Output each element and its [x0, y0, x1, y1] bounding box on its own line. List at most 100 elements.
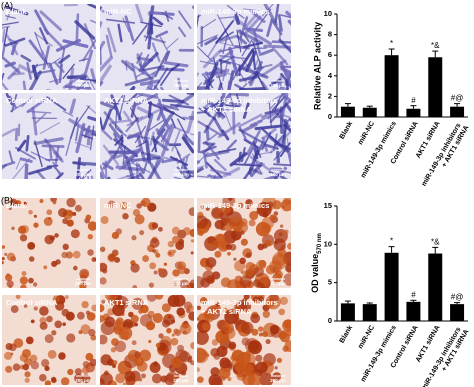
stained-cell	[218, 16, 236, 20]
y-tick-label: 0	[328, 316, 332, 325]
mineral-nodule	[205, 206, 210, 211]
mineral-nodule	[136, 203, 142, 209]
stained-cell	[151, 42, 161, 63]
bar	[428, 57, 443, 117]
stained-cell	[276, 173, 289, 179]
mineral-nodule	[131, 235, 137, 241]
mineral-nodule	[153, 361, 158, 366]
stained-cell	[75, 13, 80, 43]
mineral-nodule	[54, 233, 59, 238]
micrograph: miR-NC 200 μm	[100, 198, 194, 288]
stained-cell	[245, 50, 257, 73]
mineral-nodule	[247, 373, 262, 385]
y-tick-label: 8	[328, 30, 332, 39]
mineral-nodule	[163, 262, 168, 266]
mineral-nodule	[250, 313, 261, 324]
stained-cell	[239, 83, 248, 90]
stained-cell	[68, 118, 87, 132]
stained-cell	[210, 168, 232, 176]
stained-cell	[284, 102, 291, 114]
x-tick-label: Blank	[339, 324, 355, 344]
stained-cell	[249, 9, 266, 24]
stained-cell	[118, 94, 126, 121]
stained-cell	[139, 54, 150, 73]
stained-cell	[34, 140, 43, 168]
stained-cell	[8, 95, 17, 109]
mineral-nodule	[222, 322, 234, 334]
mineral-nodule	[269, 295, 279, 303]
stained-cell	[79, 77, 96, 82]
stained-cell	[149, 131, 155, 146]
stained-cell	[197, 151, 209, 165]
mineral-nodule	[132, 208, 141, 217]
mineral-nodule	[100, 320, 115, 336]
mineral-nodule	[208, 374, 222, 385]
mineral-nodule	[93, 257, 96, 262]
stained-cell	[229, 101, 242, 107]
stained-cell	[111, 95, 124, 111]
stained-cell	[2, 43, 6, 57]
mineral-nodule	[229, 243, 237, 251]
mineral-nodule	[27, 241, 36, 250]
mineral-nodule	[80, 324, 91, 335]
stained-cell	[285, 10, 291, 19]
micrograph: Control siRNA 200 μm	[2, 295, 96, 385]
mineral-nodule	[241, 321, 254, 335]
significance-label: *	[390, 237, 393, 246]
stained-cell	[267, 109, 280, 120]
micrograph: miR-149-3p mimics 200 μm	[197, 4, 291, 90]
stained-cell	[266, 19, 274, 38]
mineral-nodule	[47, 216, 52, 221]
mineral-nodule	[182, 227, 191, 236]
y-axis-label: OD value570 nm	[310, 233, 322, 293]
stained-cell	[87, 115, 96, 122]
mineral-nodule	[167, 249, 175, 257]
mineral-nodule	[12, 363, 21, 371]
stained-cell	[55, 38, 81, 52]
bar	[384, 252, 399, 321]
mineral-nodule	[81, 300, 89, 309]
mineral-nodule	[197, 215, 208, 229]
mineral-nodule	[61, 251, 68, 259]
image-label: miR-NC	[104, 7, 132, 16]
mineral-nodule	[272, 372, 282, 381]
mineral-nodule	[134, 351, 141, 358]
mineral-nodule	[39, 321, 48, 330]
stained-cell	[271, 40, 291, 44]
mineral-nodule	[8, 206, 12, 211]
mineral-nodule	[220, 277, 231, 288]
stained-cell	[253, 38, 256, 48]
stained-cell	[41, 144, 65, 148]
mineral-nodule	[44, 365, 50, 371]
stained-cell	[173, 176, 184, 179]
mineral-nodule	[219, 357, 231, 369]
mineral-nodule	[272, 272, 282, 283]
stained-cell	[2, 82, 9, 90]
mineral-nodule	[130, 314, 139, 324]
mineral-nodule	[60, 377, 70, 385]
mineral-nodule	[87, 221, 96, 231]
mineral-nodule	[211, 240, 221, 249]
mineral-nodule	[151, 222, 159, 229]
mineral-nodule	[171, 226, 180, 235]
stained-cell	[14, 127, 19, 142]
stained-cell	[90, 133, 96, 136]
stained-cell	[205, 62, 219, 89]
stained-cell	[31, 106, 38, 136]
mineral-nodule	[149, 262, 157, 270]
stained-cell	[276, 150, 280, 164]
bar	[428, 253, 443, 321]
mineral-nodule	[189, 279, 194, 288]
image-label: Blank	[6, 201, 27, 210]
stained-cell	[41, 50, 50, 69]
mineral-nodule	[9, 198, 18, 207]
mineral-nodule	[72, 250, 81, 259]
stained-cell	[229, 152, 248, 167]
stained-cell	[234, 12, 240, 25]
stained-cell	[76, 172, 81, 179]
stained-cell	[138, 177, 141, 179]
stained-cell	[242, 168, 252, 179]
image-label: Blank	[6, 7, 27, 16]
stained-cell	[255, 70, 266, 90]
mineral-nodule	[197, 317, 200, 321]
